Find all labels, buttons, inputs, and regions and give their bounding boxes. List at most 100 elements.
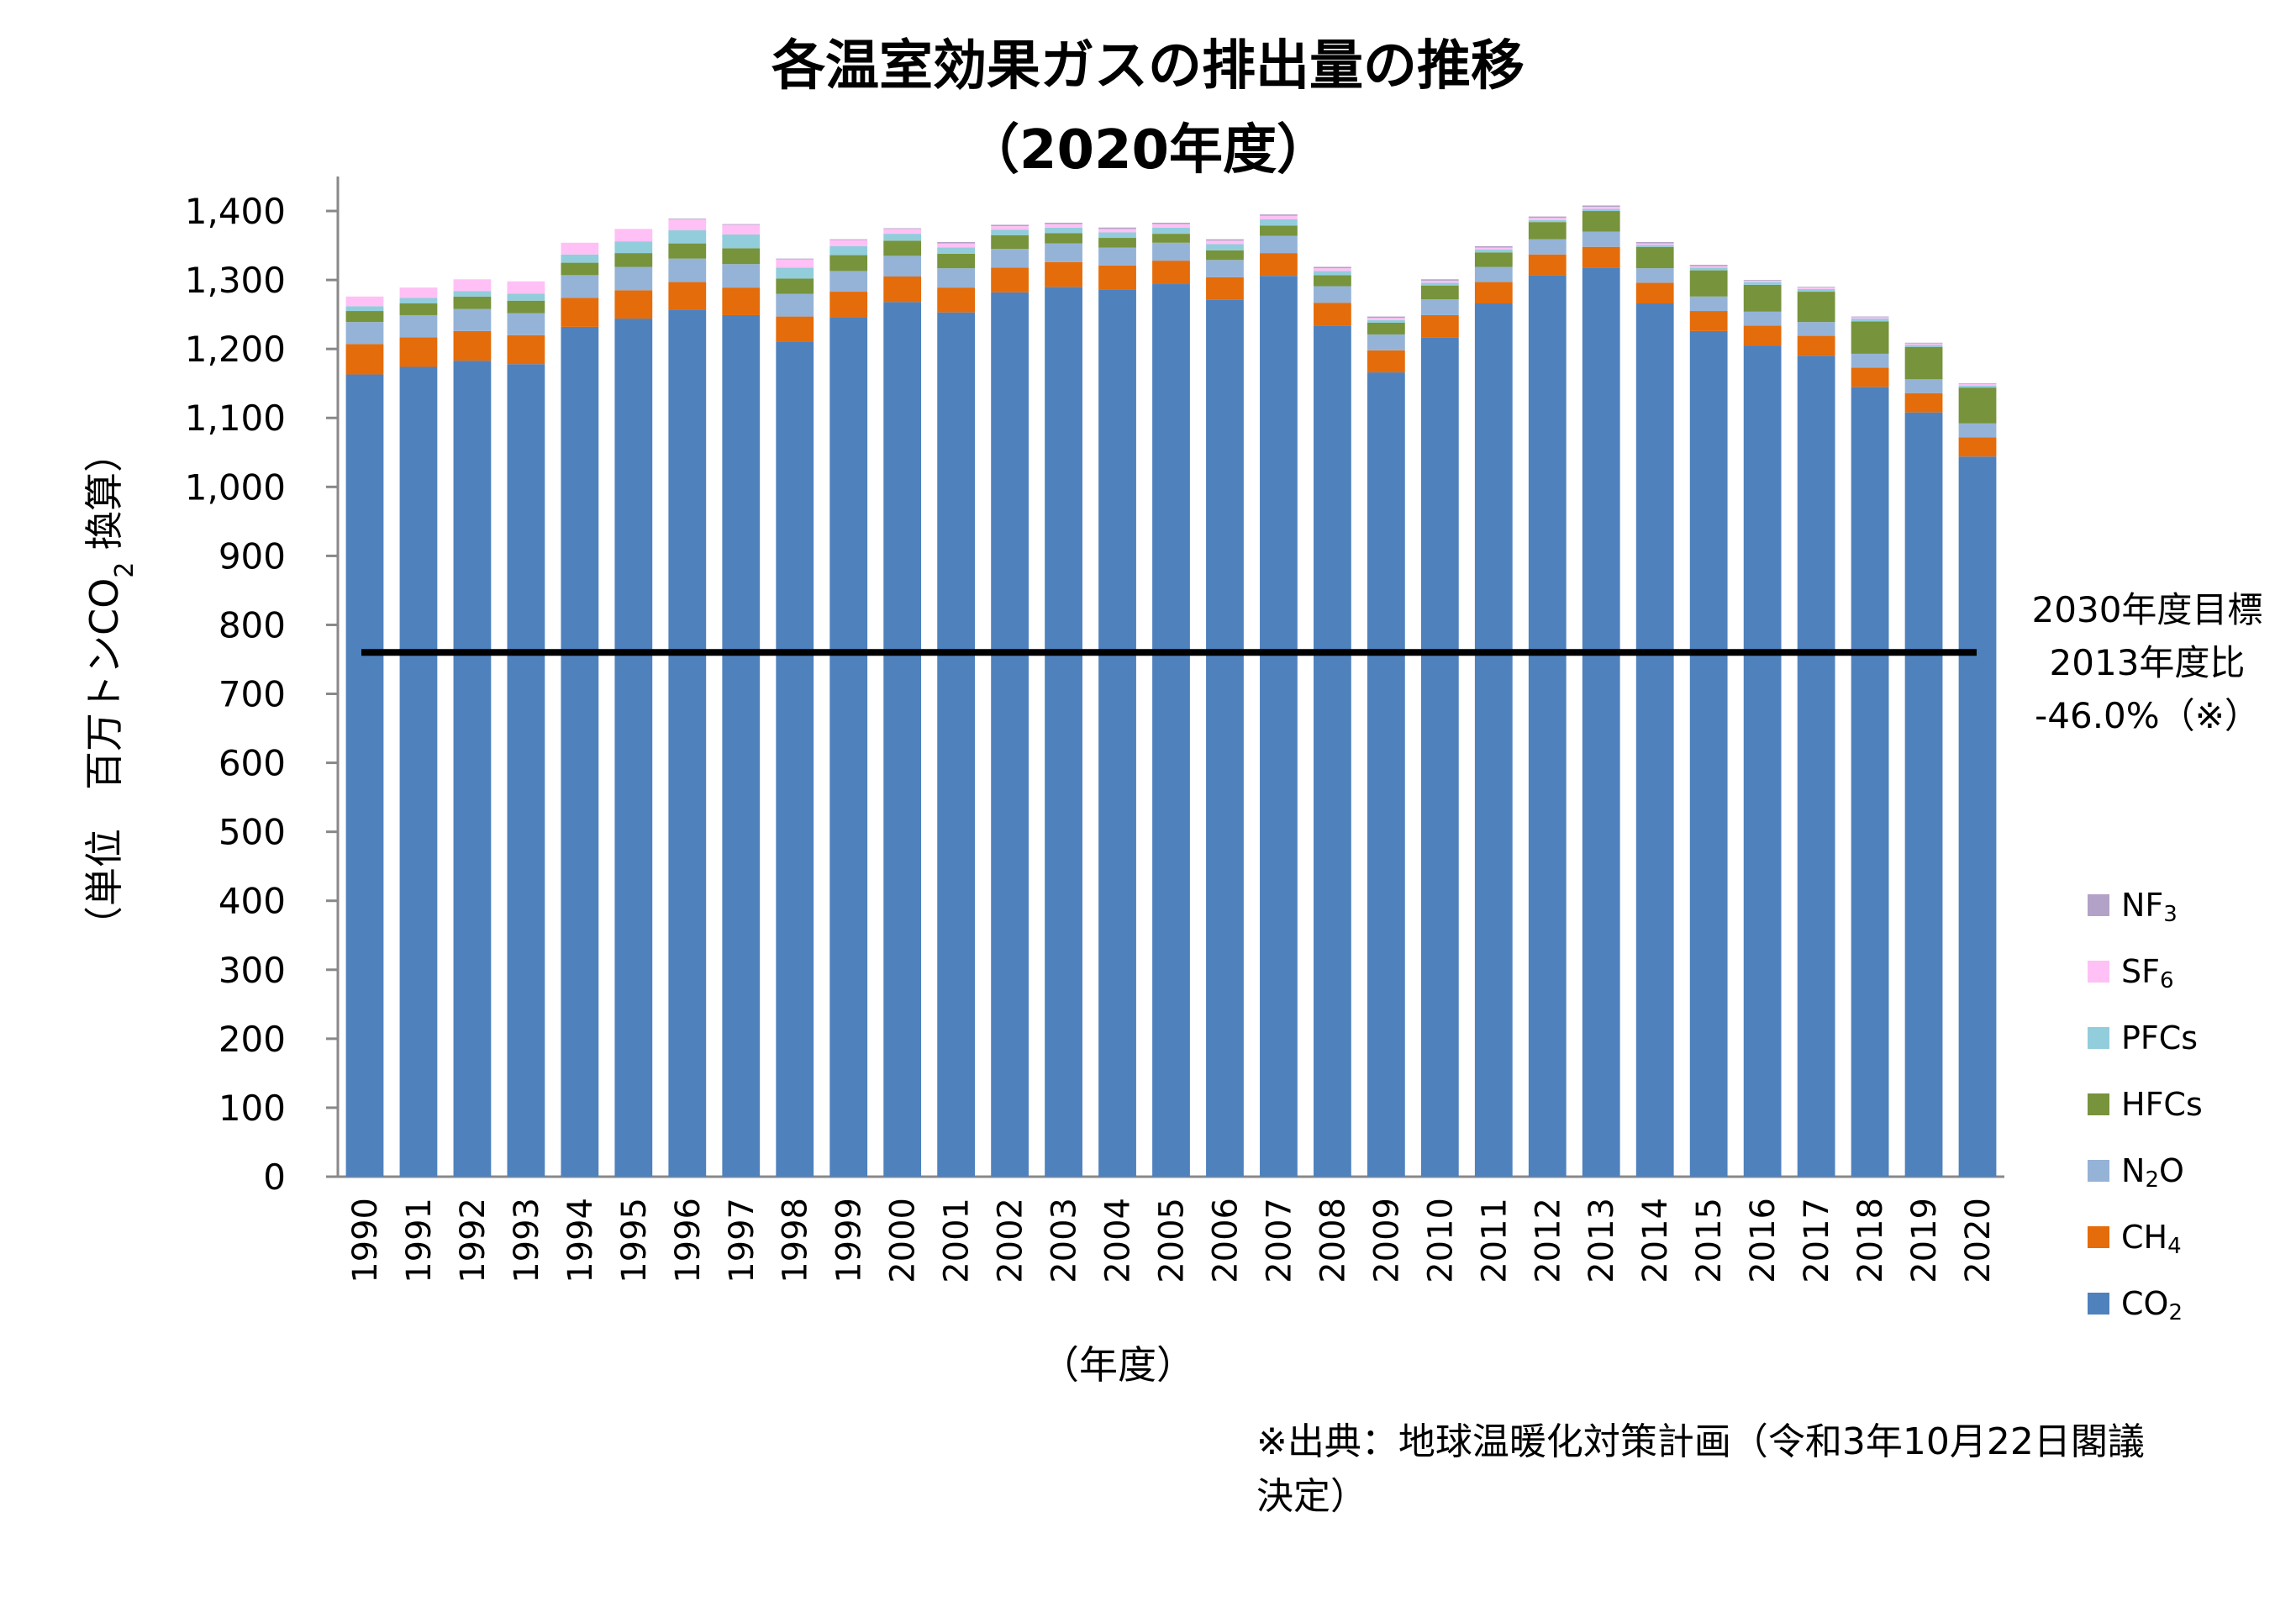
bar-segment-pfcs-2014 [1635,245,1674,247]
y-axis-label-tail: 換算） [82,434,127,562]
bar-segment-hfcs-2000 [883,240,922,256]
bar-segment-n2o-2019 [1904,379,1943,393]
bar-segment-co2-2015 [1689,330,1728,1177]
x-tick-label: 1991 [400,1198,439,1283]
bar-segment-co2-1990 [345,374,384,1177]
bar-segment-n2o-1999 [829,271,868,292]
bar-segment-pfcs-2017 [1797,288,1835,292]
bar-segment-ch4-2009 [1367,350,1405,373]
x-tick-label: 2020 [1959,1198,1998,1283]
bar-segment-nf3-2015 [1689,265,1728,266]
bar-segment-sf6-2001 [937,243,976,248]
bar-segment-n2o-1993 [507,313,545,335]
bar-segment-pfcs-1994 [561,254,599,263]
bar-segment-co2-2018 [1851,387,1889,1178]
bar-segment-hfcs-2008 [1314,275,1351,287]
x-tick-label: 2005 [1153,1198,1192,1283]
bar-segment-co2-2007 [1260,276,1298,1177]
bar-segment-pfcs-1998 [776,267,814,279]
bar-segment-nf3-2019 [1904,342,1943,344]
legend-swatch [2088,1160,2109,1182]
bar-segment-co2-2019 [1904,412,1943,1177]
bar-segment-hfcs-2005 [1152,234,1190,243]
bar-segment-co2-2011 [1474,303,1513,1178]
x-tick-label: 2016 [1744,1198,1783,1283]
bar-segment-hfcs-2013 [1582,211,1620,232]
bar-segment-sf6-1998 [776,259,814,268]
y-tick-label: 700 [219,674,286,715]
chart-title: 各温室効果ガスの排出量の推移 [771,35,1525,97]
legend-label: PFCs [2121,1020,2198,1056]
x-tick-label: 1994 [561,1198,600,1283]
bar-segment-sf6-2006 [1206,240,1244,245]
legend-item: N2O [2088,1152,2184,1193]
x-tick-label: 2002 [992,1198,1030,1283]
bar-segment-n2o-2001 [937,268,976,288]
legend-swatch [2088,961,2109,983]
bar-segment-hfcs-2003 [1045,233,1082,244]
bar-segment-ch4-2003 [1045,261,1082,287]
bar-segment-n2o-2008 [1314,286,1351,303]
bar-segment-n2o-2020 [1958,423,1997,438]
bar-segment-ch4-2001 [937,287,976,313]
bar-segment-pfcs-2018 [1851,319,1889,322]
bar-segment-pfcs-2002 [991,229,1029,235]
bar-segment-sf6-2003 [1045,224,1082,228]
bar-segment-ch4-2018 [1851,367,1889,387]
bar-segment-sf6-2009 [1367,318,1405,320]
bar-segment-co2-2003 [1045,287,1082,1178]
bar-segment-hfcs-1999 [829,255,868,271]
bar-segment-nf3-2003 [1045,222,1082,224]
bar-segment-hfcs-2001 [937,253,976,269]
bar-segment-hfcs-2014 [1635,246,1674,269]
bar-segment-sf6-1992 [453,279,492,292]
legend-label: NF3 [2121,887,2178,927]
bar-segment-n2o-2004 [1098,247,1136,266]
bar-segment-sf6-2011 [1474,247,1513,250]
bar-segment-hfcs-2016 [1743,284,1782,312]
bar-segment-co2-2013 [1582,267,1620,1177]
x-tick-label: 1998 [777,1198,815,1283]
bar-segment-co2-2002 [991,292,1029,1177]
bar-segment-co2-2020 [1958,456,1997,1177]
bar-segment-sf6-2019 [1904,343,1943,345]
bar-segment-ch4-1990 [345,344,384,375]
bar-segment-ch4-2000 [883,277,922,303]
bar-segment-nf3-2011 [1474,245,1513,248]
bar-segment-co2-1997 [722,314,761,1177]
bar-segment-pfcs-1999 [829,245,868,256]
bar-segment-hfcs-1996 [668,243,707,259]
bar-segment-hfcs-2004 [1098,238,1136,248]
bar-segment-hfcs-2020 [1958,387,1997,424]
bar-segment-n2o-2018 [1851,353,1889,368]
bar-segment-n2o-2005 [1152,242,1190,261]
x-tick-label: 2006 [1206,1198,1245,1283]
bar-segment-n2o-1994 [561,275,599,298]
bar-segment-sf6-2008 [1314,268,1351,271]
bar-segment-co2-2006 [1206,299,1244,1177]
x-tick-label: 2008 [1314,1198,1352,1283]
bar-segment-nf3-2007 [1260,214,1298,216]
legend: NF3 SF6 PFCs HFCs N2O CH4 CO2 [2088,887,2203,1325]
bar-segment-co2-2009 [1367,372,1405,1177]
bar-segment-pfcs-2012 [1528,219,1567,223]
bar-segment-ch4-1993 [507,335,545,365]
bar-segment-nf3-2014 [1635,241,1674,244]
bar-segment-n2o-1991 [399,314,438,338]
bar-segment-co2-1992 [453,361,492,1177]
bar-segment-pfcs-1993 [507,293,545,301]
x-tick-label: 1992 [454,1198,492,1283]
target-label-3: -46.0%（※） [2035,695,2260,736]
bar-segment-n2o-1990 [345,322,384,345]
bar-segment-n2o-2000 [883,256,922,277]
bar-segment-ch4-1994 [561,298,599,327]
bar-segment-ch4-2004 [1098,265,1136,290]
bar-segment-nf3-1998 [776,258,814,260]
bar-segment-pfcs-1996 [668,230,707,244]
y-ticks: 0 100 200 300 400 500 600 700 800 900 1,000 1,100 1,… [185,191,338,1198]
bar-segment-hfcs-1997 [722,248,761,265]
x-tick-label: 2001 [938,1198,977,1283]
bar-segment-co2-2014 [1635,303,1674,1178]
x-tick-label: 2000 [884,1198,923,1283]
